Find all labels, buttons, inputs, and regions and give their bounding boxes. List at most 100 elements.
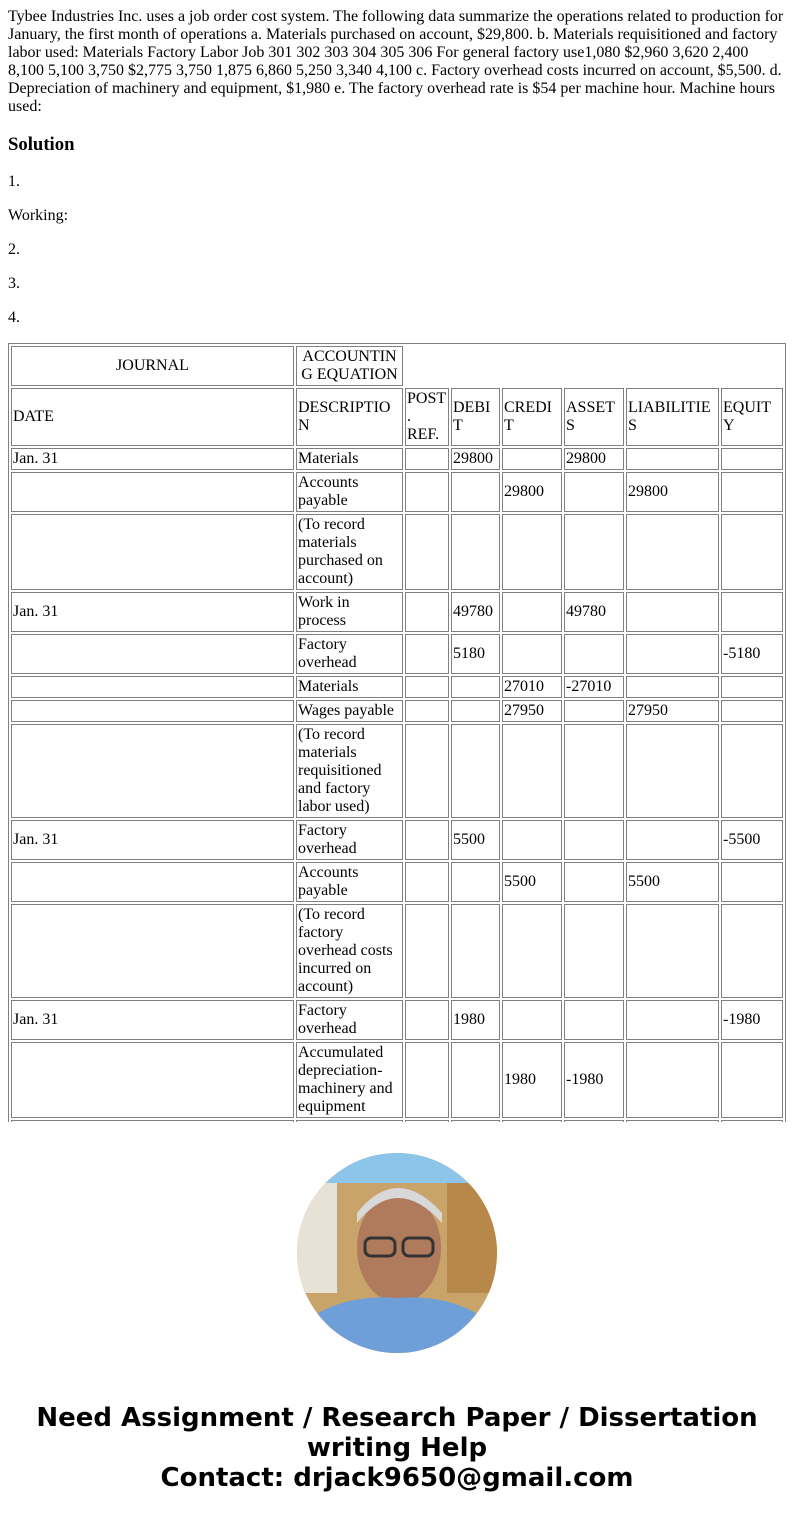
liabilities-cell: 27950: [626, 700, 719, 722]
liabilities-cell: [626, 1042, 719, 1118]
assets-cell: [564, 700, 624, 722]
liabilities-header: LIABILITIES: [626, 388, 719, 446]
assets-cell: [564, 1000, 624, 1040]
accounting-equation-header: ACCOUNTING EQUATION: [296, 346, 403, 386]
description-cell: Factory overhead: [296, 1000, 403, 1040]
equity-cell: [721, 472, 783, 512]
debit-cell: 5500: [451, 820, 500, 860]
liabilities-cell: [626, 1120, 719, 1122]
equity-cell: [721, 724, 783, 818]
credit-cell: [502, 592, 562, 632]
liabilities-cell: 5500: [626, 862, 719, 902]
equity-cell: [721, 514, 783, 590]
credit-cell: 5500: [502, 862, 562, 902]
step: 4.: [8, 309, 20, 326]
liabilities-cell: [626, 676, 719, 698]
post-ref-cell: [405, 676, 449, 698]
credit-cell: [502, 1000, 562, 1040]
assets-cell: [564, 904, 624, 998]
table-row: (To record factory overhead costs incurr…: [11, 904, 783, 998]
date-cell: [11, 1042, 294, 1118]
debit-cell: 29800: [451, 448, 500, 470]
description-cell: Factory overhead: [296, 820, 403, 860]
credit-cell: [502, 724, 562, 818]
post-ref-cell: [405, 904, 449, 998]
post-ref-cell: [405, 820, 449, 860]
debit-cell: [451, 904, 500, 998]
table-row: Jan. 31 Factory overhead 5500 -5500: [11, 820, 783, 860]
table-row: Factory overhead 5180 -5180: [11, 634, 783, 674]
description-cell: (To record materials purchased on accoun…: [296, 514, 403, 590]
assets-cell: [564, 472, 624, 512]
table-row: (To record depreciation on machinery and…: [11, 1120, 783, 1122]
equity-header: EQUITY: [721, 388, 783, 446]
equity-cell: [721, 862, 783, 902]
date-cell: [11, 700, 294, 722]
equity-cell: [721, 904, 783, 998]
date-cell: [11, 514, 294, 590]
document-content: Tybee Industries Inc. uses a job order c…: [8, 8, 786, 1122]
assets-cell: [564, 1120, 624, 1122]
step: 3.: [8, 275, 20, 292]
post-ref-cell: [405, 1000, 449, 1040]
date-cell: Jan. 31: [11, 1000, 294, 1040]
post-ref-cell: [405, 472, 449, 512]
step: 2.: [8, 241, 20, 258]
liabilities-cell: [626, 724, 719, 818]
description-cell: Materials: [296, 448, 403, 470]
footer-help-text: Need Assignment / Research Paper / Disse…: [36, 1403, 758, 1463]
table-row: Jan. 31 Materials 29800 29800: [11, 448, 783, 470]
table-row: (To record materials purchased on accoun…: [11, 514, 783, 590]
table-row: (To record materials requisitioned and f…: [11, 724, 783, 818]
table-header-row: JOURNAL ACCOUNTING EQUATION: [11, 346, 783, 386]
post-ref-cell: [405, 724, 449, 818]
description-cell: Materials: [296, 676, 403, 698]
credit-header: CREDIT: [502, 388, 562, 446]
debit-cell: 1980: [451, 1000, 500, 1040]
table-row: Jan. 31 Work in process 49780 49780: [11, 592, 783, 632]
assets-cell: [564, 724, 624, 818]
debit-cell: 5180: [451, 634, 500, 674]
debit-header: DEBIT: [451, 388, 500, 446]
debit-cell: [451, 1120, 500, 1122]
author-avatar: [297, 1153, 497, 1353]
post-ref-cell: [405, 592, 449, 632]
date-cell: [11, 904, 294, 998]
post-ref-cell: [405, 1042, 449, 1118]
credit-cell: [502, 448, 562, 470]
table-row: Accumulated depreciation-machinery and e…: [11, 1042, 783, 1118]
debit-cell: [451, 700, 500, 722]
debit-cell: [451, 862, 500, 902]
description-cell: Accounts payable: [296, 472, 403, 512]
date-cell: Jan. 31: [11, 820, 294, 860]
equity-cell: -5180: [721, 634, 783, 674]
assets-cell: 49780: [564, 592, 624, 632]
date-cell: [11, 472, 294, 512]
debit-cell: [451, 472, 500, 512]
step: Working:: [8, 207, 69, 224]
liabilities-cell: [626, 634, 719, 674]
post-ref-cell: [405, 700, 449, 722]
journal-table: JOURNAL ACCOUNTING EQUATION DATE DESCRIPT…: [8, 343, 786, 1122]
date-cell: [11, 724, 294, 818]
credit-cell: 29800: [502, 472, 562, 512]
debit-cell: 49780: [451, 592, 500, 632]
equity-cell: -1980: [721, 1000, 783, 1040]
liabilities-cell: [626, 1000, 719, 1040]
assets-cell: -27010: [564, 676, 624, 698]
equity-cell: [721, 676, 783, 698]
description-header: DESCRIPTION: [296, 388, 403, 446]
table-row: Materials 27010 -27010: [11, 676, 783, 698]
post-ref-cell: [405, 448, 449, 470]
post-ref-cell: [405, 1120, 449, 1122]
solution-heading: Solution: [8, 134, 75, 155]
table-row: Accounts payable 29800 29800: [11, 472, 783, 512]
equity-cell: [721, 700, 783, 722]
credit-cell: 27010: [502, 676, 562, 698]
credit-cell: [502, 904, 562, 998]
description-cell: (To record depreciation on machinery and…: [296, 1120, 403, 1122]
description-cell: (To record materials requisitioned and f…: [296, 724, 403, 818]
date-cell: [11, 862, 294, 902]
question-text: Tybee Industries Inc. uses a job order c…: [8, 8, 784, 115]
credit-cell: [502, 634, 562, 674]
